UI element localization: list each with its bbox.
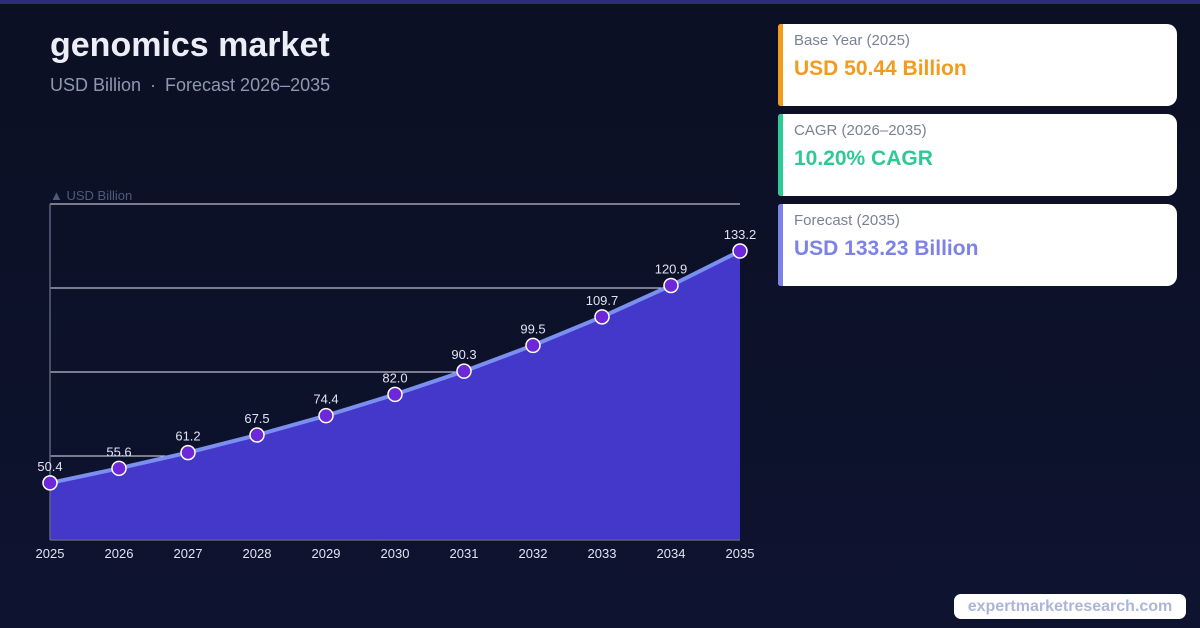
data-point (387, 386, 403, 403)
chart-subtitle: USD Billion · Forecast 2026–2035 (50, 75, 330, 96)
data-value-label: 133.2 (724, 227, 757, 242)
subtitle-forecast: Forecast 2026–2035 (165, 75, 331, 95)
data-value-label: 109.7 (586, 293, 619, 308)
data-value-label: 82.0 (382, 370, 407, 385)
x-tick-label: 2026 (105, 546, 134, 561)
data-point (318, 407, 334, 424)
data-point (111, 460, 127, 477)
x-tick-label: 2025 (36, 546, 65, 561)
data-value-label: 61.2 (175, 429, 200, 444)
data-point (594, 309, 610, 325)
data-value-label: 67.5 (244, 411, 269, 426)
card-value: USD 133.23 Billion (794, 237, 979, 260)
x-tick-label: 2032 (519, 546, 548, 561)
subtitle-separator: · (150, 75, 157, 95)
card-accent-bar (778, 114, 783, 196)
data-point (732, 243, 748, 259)
y-axis-label: ▲ USD Billion (50, 188, 132, 203)
card-label: Base Year (2025) (794, 32, 910, 49)
market-area-chart: ▲ USD Billion 50.4 55.6 61.2 67.5 74.4 82.0 90… (36, 188, 757, 561)
card-value: USD 50.44 Billion (794, 57, 967, 80)
x-tick-label: 2031 (450, 546, 479, 561)
card-value: 10.20% CAGR (794, 147, 933, 170)
data-value-labels: 50.4 55.6 61.2 67.5 74.4 82.0 90.3 99.5 109.7 120… (37, 227, 756, 474)
data-value-label: 50.4 (37, 459, 62, 474)
x-tick-label: 2028 (243, 546, 272, 561)
x-tick-label: 2027 (174, 546, 203, 561)
x-tick-label: 2033 (588, 546, 617, 561)
forecast-card: Forecast (2035) USD 133.23 Billion (778, 204, 1177, 286)
card-label: Forecast (2035) (794, 212, 900, 229)
data-value-label: 55.6 (106, 444, 131, 459)
card-accent-bar (778, 24, 783, 106)
chart-title: genomics market (50, 26, 330, 64)
x-tick-label: 2030 (381, 546, 410, 561)
card-label: CAGR (2026–2035) (794, 122, 927, 139)
x-tick-labels: 2025 2026 2027 2028 2029 2030 2031 2032 2033 2034… (36, 546, 755, 561)
data-point (525, 337, 541, 354)
x-tick-label: 2034 (657, 546, 686, 561)
top-accent-strip (0, 0, 1200, 4)
data-value-label: 99.5 (520, 321, 545, 336)
subtitle-unit: USD Billion (50, 75, 142, 95)
cagr-card: CAGR (2026–2035) 10.20% CAGR (778, 114, 1177, 196)
card-accent-bar (778, 204, 783, 286)
data-value-label: 120.9 (655, 261, 688, 276)
data-point (249, 427, 265, 443)
data-point (42, 475, 58, 491)
base-year-card: Base Year (2025) USD 50.44 Billion (778, 24, 1177, 106)
data-value-label: 90.3 (451, 347, 476, 362)
data-point (663, 277, 679, 294)
stat-cards: Base Year (2025) USD 50.44 Billion CAGR … (778, 24, 1177, 294)
x-tick-label: 2029 (312, 546, 341, 561)
data-point (180, 444, 196, 461)
x-tick-label: 2035 (726, 546, 755, 561)
source-link[interactable]: expertmarketresearch.com (954, 594, 1186, 619)
data-point (456, 363, 472, 379)
data-points (42, 243, 748, 491)
data-value-label: 74.4 (313, 392, 338, 407)
